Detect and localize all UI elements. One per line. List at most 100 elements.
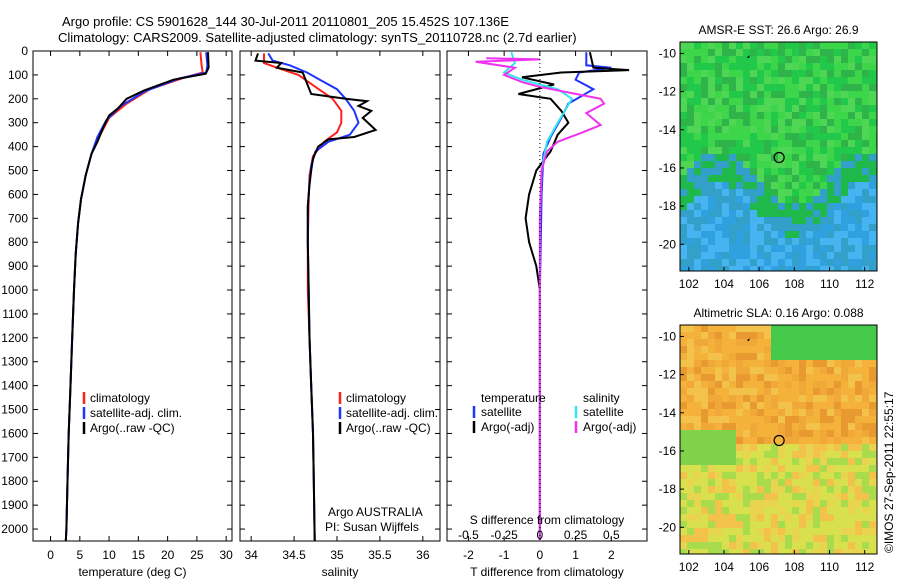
map-cell (827, 402, 834, 409)
map-cell (743, 126, 750, 133)
map-cell (778, 409, 785, 416)
map-cell (855, 49, 862, 56)
map-cell (687, 465, 694, 472)
map-cell (757, 238, 764, 245)
map-cell (778, 196, 785, 203)
map-cell (701, 154, 708, 161)
map-cell (806, 528, 813, 535)
map-cell (806, 105, 813, 112)
map-cell (771, 203, 778, 210)
map-cell (757, 374, 764, 381)
map-cell (785, 325, 792, 332)
map-cell (736, 346, 743, 353)
map-cell (806, 266, 813, 271)
map-cell (687, 175, 694, 182)
map-cell (778, 346, 785, 353)
map-cell (708, 507, 715, 514)
map-cell (680, 168, 687, 175)
x-tick-label: 10 (102, 548, 116, 562)
map-cell (757, 196, 764, 203)
map-cell (813, 409, 820, 416)
map-cell (785, 535, 792, 542)
map-cell (813, 252, 820, 259)
map-cell (715, 77, 722, 84)
map-cell (848, 91, 855, 98)
map-cell (806, 84, 813, 91)
map-cell (764, 182, 771, 189)
map-cell (841, 147, 848, 154)
map-cell (708, 126, 715, 133)
map-cell (680, 112, 687, 119)
map-cell (792, 465, 799, 472)
map-cell (694, 252, 701, 259)
map-cell (743, 430, 750, 437)
map-cell (701, 360, 708, 367)
map-cell (694, 56, 701, 63)
map-cell (680, 119, 687, 126)
map-cell (785, 395, 792, 402)
map-cell (869, 458, 876, 465)
map-cell (722, 112, 729, 119)
map-cell (806, 140, 813, 147)
map-x-tick-label: 106 (749, 560, 769, 574)
depth-tick-label: 1400 (1, 379, 28, 393)
depth-tick-label: 1500 (1, 403, 28, 417)
map-cell (799, 70, 806, 77)
map-cell (827, 56, 834, 63)
map-cell (862, 154, 869, 161)
map-cell (841, 259, 848, 266)
map-cell (680, 147, 687, 154)
depth-tick-label: 1000 (1, 283, 28, 297)
map-cell (799, 535, 806, 542)
map-cell (813, 332, 820, 339)
map-cell (715, 189, 722, 196)
map-cell (841, 493, 848, 500)
map-cell (869, 416, 876, 423)
map-cell (743, 514, 750, 521)
map-cell (701, 63, 708, 70)
legend-header: salinity (583, 391, 620, 405)
map-cell (722, 217, 729, 224)
map-cell (736, 126, 743, 133)
map-cell (841, 133, 848, 140)
map-cell (736, 147, 743, 154)
map-cell (757, 189, 764, 196)
map-cell (848, 409, 855, 416)
map-cell (722, 203, 729, 210)
map-cell (799, 381, 806, 388)
map-cell (764, 77, 771, 84)
map-cell (708, 224, 715, 231)
map-cell (848, 430, 855, 437)
map-cell (771, 325, 778, 332)
map-cell (729, 231, 736, 238)
map-cell (764, 430, 771, 437)
map-cell (827, 126, 834, 133)
map-cell (736, 332, 743, 339)
map-cell (820, 395, 827, 402)
map-cell (701, 542, 708, 549)
map-cell (855, 119, 862, 126)
map-cell (841, 528, 848, 535)
map-cell (792, 77, 799, 84)
map-cell (764, 175, 771, 182)
map-cell (813, 346, 820, 353)
map-cell (862, 224, 869, 231)
map-cell (701, 451, 708, 458)
map-cell (834, 126, 841, 133)
map-cell (722, 42, 729, 49)
map-cell (743, 70, 750, 77)
map-cell (715, 224, 722, 231)
map-cell (785, 500, 792, 507)
map-cell (729, 182, 736, 189)
map-cell (708, 154, 715, 161)
map-cell (722, 196, 729, 203)
map-cell (827, 63, 834, 70)
map-cell (729, 416, 736, 423)
map-cell (680, 49, 687, 56)
map-cell (855, 479, 862, 486)
map-cell (792, 360, 799, 367)
map-cell (778, 430, 785, 437)
map-cell (785, 367, 792, 374)
map-cell (869, 451, 876, 458)
map-cell (792, 479, 799, 486)
